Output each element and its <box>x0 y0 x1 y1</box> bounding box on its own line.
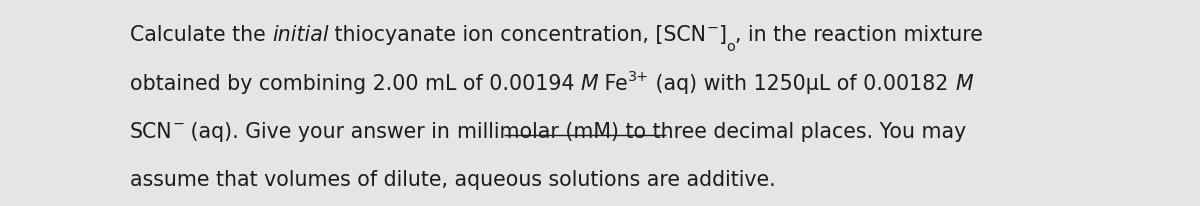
Text: o: o <box>726 40 736 53</box>
Text: (aq) with 1250µL of 0.00182: (aq) with 1250µL of 0.00182 <box>649 74 955 94</box>
Text: to three decimal places. You may: to three decimal places. You may <box>619 121 966 141</box>
Text: assume that volumes of dilute, aqueous solutions are additive.: assume that volumes of dilute, aqueous s… <box>130 170 775 189</box>
Text: initial: initial <box>272 25 329 45</box>
Text: Calculate the: Calculate the <box>130 25 272 45</box>
Text: millimolar (mM): millimolar (mM) <box>457 121 619 141</box>
Text: −: − <box>173 117 185 131</box>
Text: Fe: Fe <box>599 74 628 94</box>
Text: obtained by combining 2.00 mL of 0.00194: obtained by combining 2.00 mL of 0.00194 <box>130 74 581 94</box>
Text: thiocyanate ion concentration, [SCN: thiocyanate ion concentration, [SCN <box>329 25 707 45</box>
Text: (aq). Give your answer in: (aq). Give your answer in <box>185 121 457 141</box>
Text: , in the reaction mixture: , in the reaction mixture <box>736 25 983 45</box>
Text: 3+: 3+ <box>628 69 649 83</box>
Text: ]: ] <box>719 25 726 45</box>
Text: M: M <box>581 74 599 94</box>
Text: SCN: SCN <box>130 121 173 141</box>
Text: −: − <box>707 21 719 35</box>
Text: M: M <box>955 74 973 94</box>
